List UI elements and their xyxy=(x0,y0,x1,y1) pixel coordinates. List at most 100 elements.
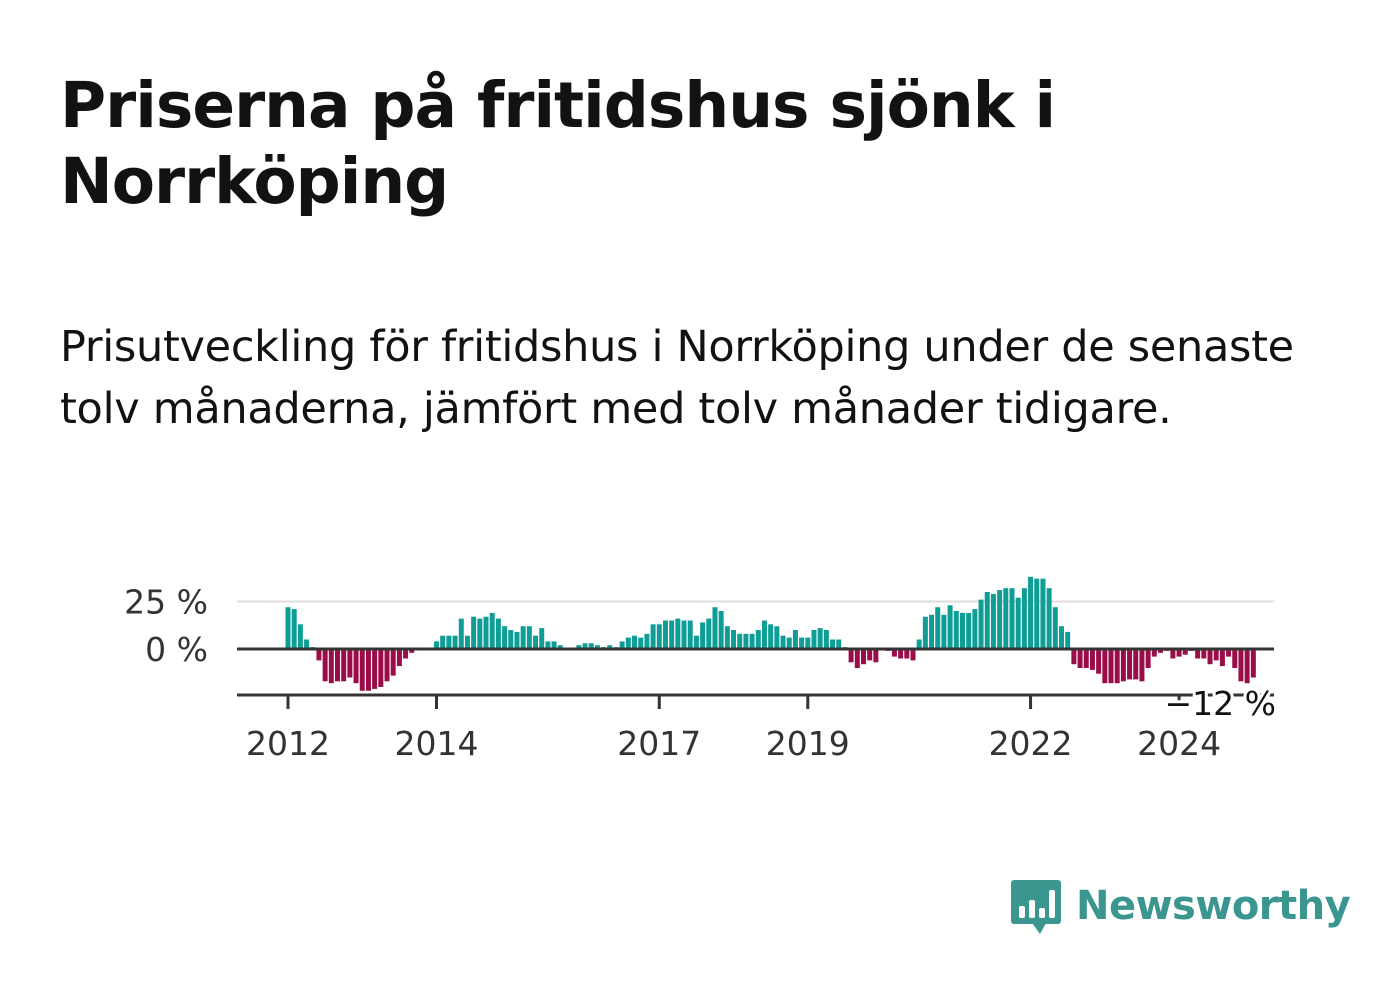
bar xyxy=(743,633,749,649)
bar xyxy=(650,624,656,649)
bar xyxy=(1213,649,1219,661)
bar xyxy=(464,635,470,649)
bar xyxy=(724,626,730,649)
bar xyxy=(706,618,712,649)
bar xyxy=(953,611,959,649)
bar xyxy=(700,622,706,649)
bar xyxy=(434,641,440,649)
x-tick-label: 2024 xyxy=(1137,724,1221,763)
bar xyxy=(1059,626,1064,649)
bar xyxy=(1170,649,1176,659)
bar xyxy=(916,639,922,649)
bar xyxy=(483,616,489,649)
bar xyxy=(1071,649,1077,665)
bar xyxy=(291,609,297,649)
bar xyxy=(817,628,823,649)
bar xyxy=(1102,649,1108,684)
bar xyxy=(1096,649,1102,674)
bar xyxy=(390,649,396,676)
bar xyxy=(619,641,625,649)
bar xyxy=(520,626,526,649)
bar xyxy=(774,626,780,649)
bar xyxy=(607,645,613,649)
chart-subtitle: Prisutveckling för fritidshus i Norrköpi… xyxy=(60,322,1294,434)
bar xyxy=(446,635,452,649)
bar xyxy=(396,649,402,667)
bar xyxy=(638,637,644,649)
bar xyxy=(867,649,873,661)
bar xyxy=(941,614,947,649)
bar xyxy=(891,649,897,657)
bar xyxy=(656,624,662,649)
bar xyxy=(1151,649,1157,657)
bar xyxy=(1226,649,1232,657)
bar xyxy=(1003,588,1009,649)
bar xyxy=(1065,631,1071,649)
x-tick-label: 2012 xyxy=(246,724,330,763)
bar xyxy=(1046,588,1052,649)
bar xyxy=(502,626,508,649)
bar xyxy=(644,633,650,649)
bar xyxy=(576,645,582,649)
bar xyxy=(372,649,378,689)
bar xyxy=(675,618,681,649)
bar xyxy=(1052,607,1058,649)
x-tick-label: 2017 xyxy=(617,724,701,763)
bar xyxy=(780,635,786,649)
bar xyxy=(959,612,965,649)
bar xyxy=(1195,649,1201,659)
bar xyxy=(929,614,935,649)
bar xyxy=(947,605,953,649)
bar xyxy=(1040,578,1046,649)
x-tick-label: 2022 xyxy=(989,724,1073,763)
bar xyxy=(1182,649,1188,655)
bar xyxy=(625,637,631,649)
bar xyxy=(854,649,860,668)
bar xyxy=(1015,597,1021,649)
bar xyxy=(731,630,737,649)
x-tick-label: 2019 xyxy=(766,724,850,763)
bar xyxy=(792,630,798,649)
bar xyxy=(1114,649,1120,684)
bar xyxy=(978,599,984,649)
bar xyxy=(458,618,464,649)
bar xyxy=(823,630,829,649)
bar xyxy=(1145,649,1151,668)
bar xyxy=(830,639,836,649)
bar xyxy=(681,620,687,649)
bar xyxy=(489,612,495,649)
bar xyxy=(972,609,978,649)
bar xyxy=(1207,649,1213,665)
bar xyxy=(799,637,805,649)
bar xyxy=(669,620,675,649)
bar xyxy=(341,649,347,682)
bar xyxy=(860,649,866,665)
bar xyxy=(904,649,910,659)
bar xyxy=(1219,649,1225,667)
x-tick-label: 2014 xyxy=(395,724,479,763)
bar xyxy=(737,633,743,649)
bar xyxy=(328,649,334,684)
last-value-label: −12 % xyxy=(1165,684,1277,723)
y-tick-label: 25 % xyxy=(124,583,208,622)
bar xyxy=(359,649,365,691)
bar xyxy=(1232,649,1238,668)
bar xyxy=(990,593,996,649)
bar xyxy=(1201,649,1207,659)
bar xyxy=(1009,588,1015,649)
bar xyxy=(755,630,761,649)
bar xyxy=(440,635,446,649)
bar xyxy=(1139,649,1145,682)
bar xyxy=(768,624,774,649)
bar xyxy=(922,616,928,649)
bar xyxy=(335,649,341,682)
bar xyxy=(632,635,638,649)
bar xyxy=(687,620,693,649)
bar xyxy=(848,649,854,663)
bar xyxy=(316,649,322,661)
bar xyxy=(452,635,458,649)
bar xyxy=(1244,649,1250,684)
bar xyxy=(786,637,792,649)
bar xyxy=(1120,649,1126,682)
bar xyxy=(1077,649,1083,668)
